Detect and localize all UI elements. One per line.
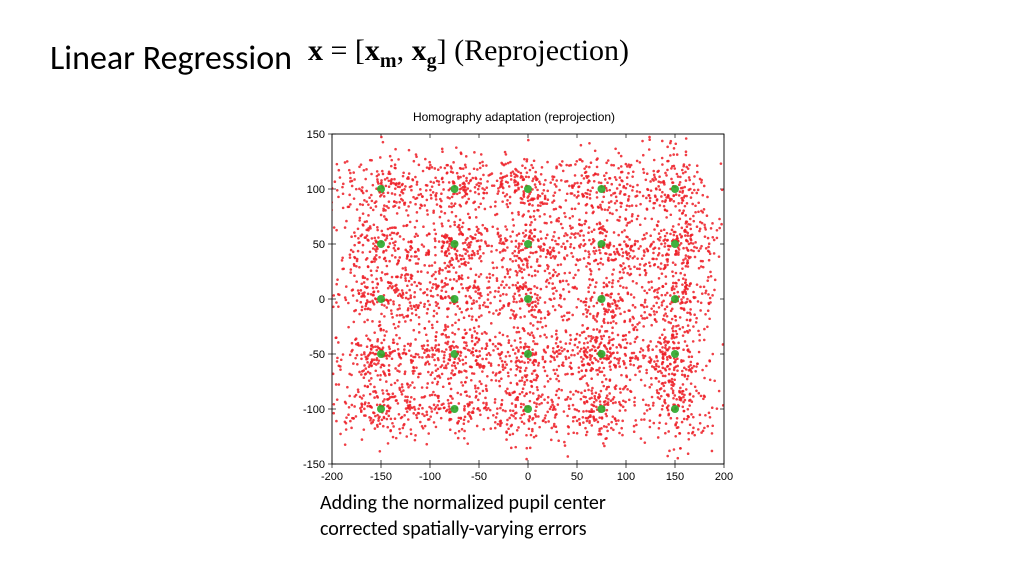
- caption: Adding the normalized pupil center corre…: [320, 490, 606, 542]
- caption-line-1: Adding the normalized pupil center: [320, 490, 606, 516]
- svg-text:100: 100: [307, 184, 325, 196]
- svg-text:-150: -150: [303, 459, 325, 471]
- svg-text:150: 150: [307, 129, 325, 141]
- svg-text:-100: -100: [419, 471, 441, 483]
- svg-text:100: 100: [617, 471, 635, 483]
- svg-text:-100: -100: [303, 404, 325, 416]
- slide-heading: Linear Regression: [50, 38, 292, 79]
- scatter-chart: -200-150-100-50050100150200-150-100-5005…: [294, 128, 734, 488]
- svg-text:-50: -50: [309, 349, 325, 361]
- svg-text:50: 50: [313, 239, 325, 251]
- formula: x = [xm, xg] (Reprojection): [308, 34, 629, 73]
- svg-text:150: 150: [666, 471, 684, 483]
- svg-text:-200: -200: [321, 471, 343, 483]
- svg-text:50: 50: [571, 471, 583, 483]
- chart-title: Homography adaptation (reprojection): [294, 110, 734, 124]
- chart-container: Homography adaptation (reprojection) -20…: [294, 110, 734, 480]
- svg-text:0: 0: [319, 294, 325, 306]
- formula-label: (Reprojection): [454, 34, 629, 67]
- svg-text:-50: -50: [471, 471, 487, 483]
- slide-root: Linear Regression x = [xm, xg] (Reprojec…: [0, 0, 1024, 576]
- svg-text:0: 0: [525, 471, 531, 483]
- svg-text:-150: -150: [370, 471, 392, 483]
- svg-text:200: 200: [715, 471, 733, 483]
- caption-line-2: corrected spatially-varying errors: [320, 516, 606, 542]
